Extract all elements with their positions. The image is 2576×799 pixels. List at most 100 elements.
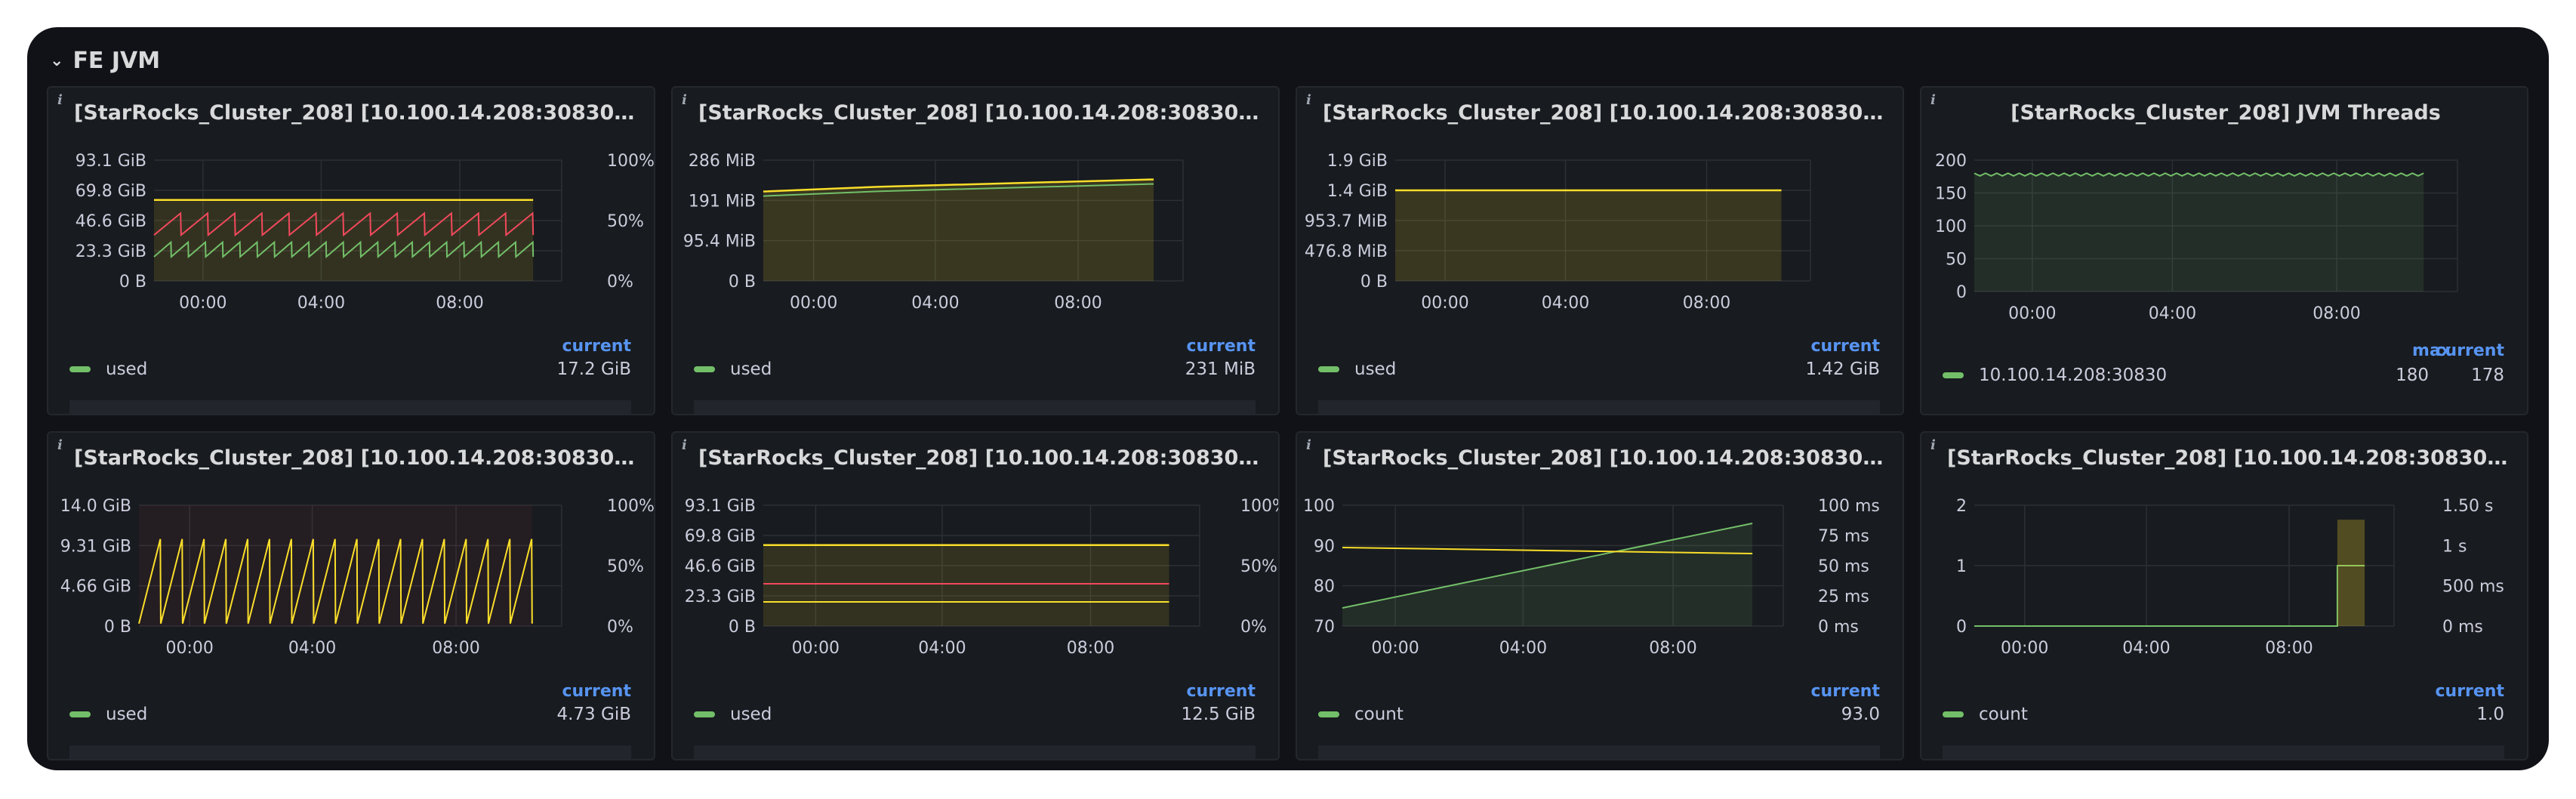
x-tick-label: 00:00 (2001, 639, 2048, 658)
y-tick-label: 95.4 MiB (683, 233, 756, 251)
legend-name: used (106, 705, 148, 724)
y-tick-label: 50 (1946, 251, 1967, 270)
y-tick-label: 23.3 GiB (75, 242, 146, 261)
info-icon[interactable]: i (57, 437, 63, 453)
y2-tick-label: 0% (607, 273, 633, 292)
y2-tick-label: 50 ms (1818, 557, 1869, 576)
legend-value: 12.5 GiB (1181, 705, 1256, 724)
panel-3[interactable]: i [StarRocks_Cluster_208] [10.100.14.208:… (1296, 86, 1904, 415)
legend-header-current[interactable]: current (1810, 337, 1880, 356)
legend-header-current[interactable]: current (562, 337, 631, 356)
legend-header-current[interactable]: current (1186, 337, 1256, 356)
panel-7[interactable]: i [StarRocks_Cluster_208] [10.100.14.208:… (1296, 431, 1904, 760)
legend-header-current[interactable]: current (562, 682, 631, 701)
series-line (153, 211, 535, 237)
panel-chart: 93.1 GiB 69.8 GiB 46.6 GiB 23.3 GiB 0 B 100% 5… (75, 152, 654, 313)
panel-6[interactable]: i [StarRocks_Cluster_208] [10.100.14.208:… (671, 431, 1280, 760)
legend-item[interactable]: used 1.42 GiB (1318, 358, 1880, 381)
x-tick-label: 08:00 (1067, 639, 1114, 658)
info-icon[interactable]: i (1306, 437, 1311, 453)
legend-item[interactable]: used 12.5 GiB (694, 703, 1256, 726)
x-tick-label: 00:00 (792, 639, 840, 658)
y-tick-label: 200 (1935, 152, 1967, 171)
x-tick-label: 00:00 (790, 294, 837, 313)
y-tick-label: 2 (1956, 497, 1967, 516)
legend-item[interactable]: count 1.0 (1943, 703, 2504, 726)
panel-chart: 100 90 80 70 100 ms 75 ms 50 ms 25 ms 0 ms 00:00 0… (1303, 497, 1880, 658)
legend-value: 178 (2471, 366, 2504, 385)
y-tick-label: 80 (1314, 578, 1335, 597)
x-tick-label: 04:00 (918, 639, 966, 658)
legend-name: used (730, 359, 772, 379)
panel-chart: 200 150 100 50 0 00:00 04:00 08:00 (1935, 152, 2458, 323)
panel-1[interactable]: i [StarRocks_Cluster_208] [10.100.14.208:… (47, 86, 655, 415)
legend-overflow-row (69, 400, 631, 414)
panel-chart: 14.0 GiB 9.31 GiB 4.66 GiB 0 B 100% 50% 0% 00:0… (60, 497, 655, 658)
y2-tick-label: 500 ms (2442, 578, 2504, 597)
y-tick-label: 0 B (119, 273, 146, 292)
y2-tick-label: 1.50 s (2442, 497, 2493, 516)
x-tick-label: 08:00 (432, 639, 479, 658)
legend-overflow-row (694, 745, 1256, 759)
y2-tick-label: 100% (607, 497, 655, 516)
y2-tick-label: 0 ms (1818, 618, 1859, 637)
info-icon[interactable]: i (1306, 92, 1311, 108)
dashboard: ⌄ FE JVM i [StarRocks_Cluster_208] [10.10… (27, 27, 2549, 770)
legend-header-current[interactable]: current (2435, 341, 2504, 360)
legend-header-max[interactable]: max (2412, 341, 2451, 360)
y2-tick-label: 50% (607, 212, 644, 231)
panel-5[interactable]: i [StarRocks_Cluster_208] [10.100.14.208:… (47, 431, 655, 760)
y2-tick-label: 75 ms (1818, 527, 1869, 546)
y2-tick-label: 100% (1240, 497, 1280, 516)
info-icon[interactable]: i (1930, 92, 1936, 108)
y-tick-label: 93.1 GiB (685, 497, 756, 516)
y-tick-label: 1.9 GiB (1327, 152, 1388, 171)
row-toggle-fe-jvm[interactable]: ⌄ FE JVM (50, 38, 160, 83)
series-fill (763, 544, 1169, 626)
legend-value: 180 (2396, 366, 2429, 385)
y-tick-label: 70 (1314, 618, 1335, 637)
y-tick-label: 1.4 GiB (1327, 182, 1388, 201)
legend-value: 1.0 (2476, 705, 2504, 724)
legend-header-current[interactable]: current (1810, 682, 1880, 701)
legend-value: 93.0 (1841, 705, 1880, 724)
legend-overflow-row (1318, 400, 1880, 414)
series-line (138, 538, 533, 625)
legend-overflow-row (1943, 745, 2504, 759)
panel-chart: 1.9 GiB 1.4 GiB 953.7 MiB 476.8 MiB 0 B 00:00… (1305, 152, 1811, 313)
info-icon[interactable]: i (1930, 437, 1936, 453)
info-icon[interactable]: i (682, 437, 687, 453)
x-tick-label: 08:00 (1649, 639, 1696, 658)
y-tick-label: 0 (1956, 618, 1967, 637)
y-tick-label: 0 B (104, 618, 131, 637)
legend-swatch (694, 366, 715, 372)
y-tick-label: 0 B (1360, 273, 1388, 292)
legend-item[interactable]: used 231 MiB (694, 358, 1256, 381)
legend-header-current[interactable]: current (2435, 682, 2504, 701)
legend-value: 17.2 GiB (556, 359, 631, 379)
legend-header-current[interactable]: current (1186, 682, 1256, 701)
x-tick-label: 00:00 (1421, 294, 1468, 313)
legend-name: 10.100.14.208:30830 (1979, 366, 2168, 385)
legend-item[interactable]: used 4.73 GiB (69, 703, 631, 726)
info-icon[interactable]: i (57, 92, 63, 108)
series-fill (1342, 523, 1753, 626)
chevron-down-icon: ⌄ (50, 51, 64, 70)
y-tick-label: 100 (1303, 497, 1335, 516)
panel-8[interactable]: i [StarRocks_Cluster_208] [10.100.14.208:… (1920, 431, 2528, 760)
x-tick-label: 00:00 (179, 294, 226, 313)
x-tick-label: 04:00 (1542, 294, 1589, 313)
legend-item[interactable]: used 17.2 GiB (69, 358, 631, 381)
panel-2[interactable]: i [StarRocks_Cluster_208] [10.100.14.208:… (671, 86, 1280, 415)
y-tick-label: 46.6 GiB (75, 212, 146, 231)
y-tick-label: 1 (1956, 557, 1967, 576)
legend-item[interactable]: 10.100.14.208:30830 180 178 (1943, 364, 2504, 387)
panel-4[interactable]: i [StarRocks_Cluster_208] JVM Threads 200 1… (1920, 86, 2528, 415)
legend-item[interactable]: count 93.0 (1318, 703, 1880, 726)
y-tick-label: 0 B (729, 273, 756, 292)
legend-value: 4.73 GiB (556, 705, 631, 724)
series-fill (2337, 520, 2365, 626)
y2-tick-label: 0% (607, 618, 633, 637)
info-icon[interactable]: i (682, 92, 687, 108)
y-tick-label: 0 (1956, 283, 1967, 302)
